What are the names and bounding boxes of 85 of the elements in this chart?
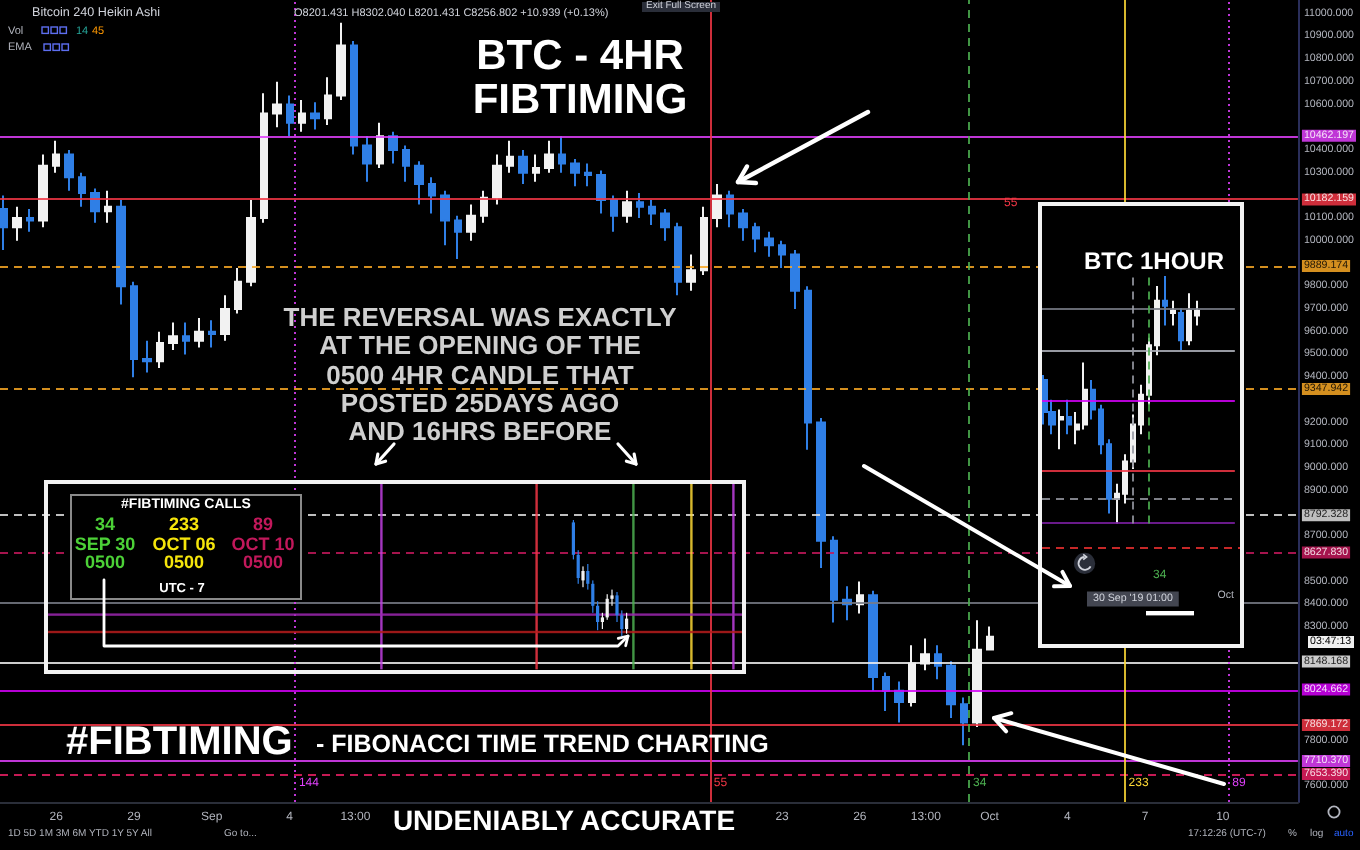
text: UNDENIABLY ACCURATE (392, 804, 736, 837)
annotation: #FIBTIMING (66, 720, 293, 766)
candlestick (946, 660, 956, 719)
candlestick (324, 76, 332, 126)
candlestick (234, 267, 242, 315)
candlestick (1042, 373, 1048, 426)
candlestick (558, 135, 566, 174)
annotation: 89 OCT 10 0500 (231, 513, 295, 575)
candlestick (64, 148, 74, 192)
candlestick (648, 198, 656, 226)
candlestick (1170, 299, 1176, 327)
candlestick (156, 330, 164, 370)
candlestick (636, 192, 644, 220)
candlestick (220, 294, 230, 342)
candlestick (660, 208, 670, 242)
candlestick (286, 94, 294, 138)
candlestick (790, 248, 800, 310)
candlestick (596, 169, 606, 215)
candlestick (402, 144, 410, 183)
candlestick (1066, 398, 1072, 436)
candlestick (116, 198, 126, 306)
candlestick (350, 39, 358, 156)
candlestick (726, 189, 734, 229)
candlestick (362, 135, 372, 183)
candlestick (492, 153, 502, 206)
candlestick (1178, 307, 1184, 352)
candlestick (778, 239, 786, 270)
annotation: 233 OCT 06 0500 (152, 513, 216, 575)
candlestick (610, 194, 618, 233)
candlestick (480, 189, 488, 224)
candlestick (518, 148, 528, 186)
candlestick (38, 153, 48, 229)
candlestick (986, 625, 994, 651)
annotation: 34 SEP 30 0500 (74, 513, 136, 575)
candlestick (544, 139, 554, 174)
candlestick (12, 205, 22, 242)
candlestick (466, 203, 476, 242)
candlestick (376, 121, 384, 170)
candlestick (804, 285, 812, 451)
candlestick (712, 183, 722, 229)
candlestick (90, 187, 100, 224)
candlestick (570, 158, 580, 188)
candlestick (830, 535, 838, 624)
candlestick (0, 194, 8, 251)
candlestick (454, 214, 462, 260)
candlestick (674, 221, 682, 297)
candlestick (752, 221, 760, 254)
candlestick (78, 171, 86, 208)
candlestick (960, 696, 968, 747)
candlestick (246, 198, 256, 288)
candlestick (816, 417, 826, 569)
candlestick (194, 317, 204, 349)
candlestick (310, 101, 320, 131)
candlestick (686, 253, 696, 292)
candlestick (142, 339, 152, 374)
candlestick (260, 92, 268, 224)
annotation: THE REVERSAL WAS EXACTLY AT THE OPENING OF THE 0500 4HR CANDLE THAT POSTED 25DAYS AGO AND 16HRS BEFORE (283, 302, 677, 447)
candlestick (130, 280, 138, 379)
chart-title: BTC 1HOUR (1083, 247, 1225, 275)
candlestick (532, 153, 540, 183)
candlestick (894, 680, 904, 724)
candlestick (764, 230, 774, 258)
candlestick (506, 139, 514, 174)
candlestick (208, 319, 216, 349)
candlestick (882, 671, 890, 713)
candlestick (622, 189, 632, 224)
candlestick (1162, 275, 1168, 327)
candlestick (700, 205, 708, 276)
candlestick (26, 208, 34, 233)
candlestick (182, 321, 190, 356)
candlestick (738, 208, 748, 242)
candlestick (584, 162, 592, 188)
candlestick (1058, 408, 1064, 451)
candlestick (104, 189, 112, 224)
candlestick (1186, 292, 1192, 347)
candlestick (440, 189, 450, 247)
text: BTC - 4HR FIBTIMING (472, 33, 688, 123)
candlestick (336, 21, 346, 101)
candlestick (52, 139, 60, 174)
candlestick (298, 98, 306, 133)
candlestick (868, 589, 878, 692)
candlestick (414, 160, 424, 206)
candlestick (168, 321, 178, 351)
candlestick (272, 80, 282, 129)
candlestick (428, 176, 436, 215)
